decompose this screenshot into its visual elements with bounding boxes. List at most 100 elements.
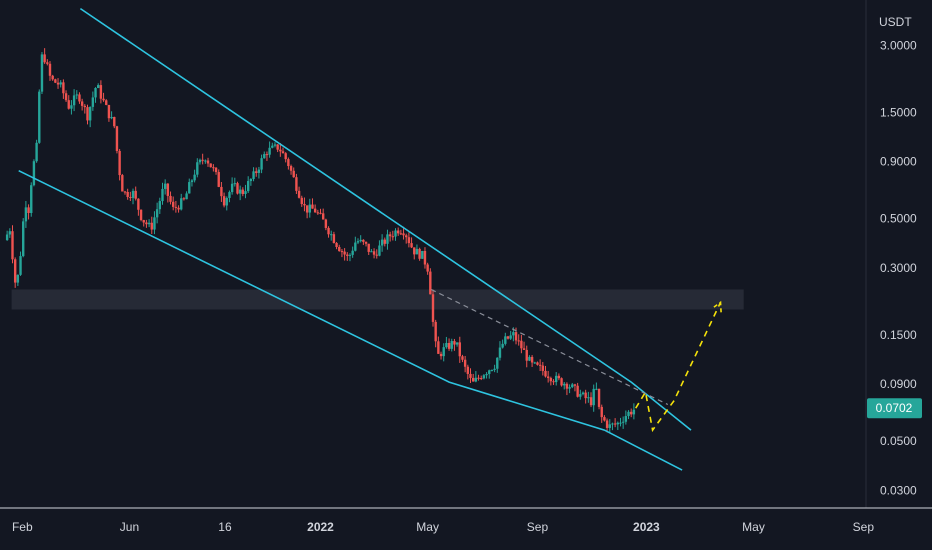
candle xyxy=(600,404,603,423)
candle xyxy=(225,196,228,211)
lower-trendline[interactable] xyxy=(18,169,683,471)
candle xyxy=(107,104,111,122)
candle xyxy=(185,191,188,200)
candle xyxy=(592,384,595,412)
candle xyxy=(177,205,180,213)
candle xyxy=(265,151,269,161)
candle xyxy=(255,167,258,177)
projection-layer xyxy=(635,300,722,433)
candle xyxy=(316,209,320,215)
candle xyxy=(434,319,437,348)
candle xyxy=(447,338,451,351)
candle xyxy=(43,48,46,64)
candle xyxy=(528,355,531,362)
candle xyxy=(595,382,598,391)
candle xyxy=(24,201,28,228)
candle xyxy=(346,252,349,261)
candle xyxy=(482,374,486,380)
candle xyxy=(8,228,12,238)
candle xyxy=(169,191,172,205)
candle xyxy=(439,351,443,360)
candle xyxy=(410,237,413,249)
candle xyxy=(493,364,496,373)
candle xyxy=(372,248,376,259)
time-axis[interactable]: Feb Jun 16 2022 May Sep 2023 May Sep xyxy=(12,520,874,534)
candle xyxy=(603,415,606,422)
price-tick-label: 1.5000 xyxy=(880,105,917,119)
candle xyxy=(573,383,577,392)
candle xyxy=(616,421,620,431)
candle xyxy=(5,230,9,241)
candle xyxy=(587,391,590,403)
candle xyxy=(67,95,70,110)
candle xyxy=(632,403,636,420)
candle xyxy=(557,373,561,381)
time-tick-label: Feb xyxy=(12,520,33,534)
candle xyxy=(313,204,317,213)
candle xyxy=(222,192,226,208)
candle xyxy=(477,374,480,381)
price-tick-label: 0.1500 xyxy=(880,328,917,342)
candle xyxy=(375,249,378,259)
candle xyxy=(198,158,202,165)
price-axis-unit: USDT xyxy=(879,15,912,29)
candle xyxy=(565,382,569,396)
candle xyxy=(471,373,475,382)
candle xyxy=(351,246,354,258)
candle xyxy=(354,236,357,252)
candle xyxy=(461,354,464,363)
price-tick-label: 0.5000 xyxy=(880,212,917,226)
candle xyxy=(134,186,137,201)
candle xyxy=(196,158,199,178)
candle xyxy=(27,204,30,220)
candle xyxy=(621,416,625,429)
candle xyxy=(421,250,424,259)
candle xyxy=(40,52,44,95)
candle xyxy=(99,80,103,104)
candle xyxy=(405,233,408,244)
candle xyxy=(627,410,630,420)
last-price-label: 0.0702 xyxy=(876,401,913,415)
candle xyxy=(619,417,622,427)
candle xyxy=(340,248,344,258)
candle xyxy=(16,274,20,286)
candle xyxy=(105,99,108,106)
candle xyxy=(131,188,135,205)
candle xyxy=(517,334,520,346)
candle xyxy=(525,345,528,368)
candle xyxy=(260,154,263,174)
candle xyxy=(59,80,62,88)
candle xyxy=(370,249,373,253)
candle xyxy=(297,186,301,199)
candle xyxy=(46,59,49,66)
candle xyxy=(455,342,459,347)
upper-trendline[interactable] xyxy=(79,7,692,431)
candle xyxy=(62,79,65,99)
candle xyxy=(91,91,95,111)
candle xyxy=(530,355,534,367)
time-tick-label: May xyxy=(742,520,765,534)
candle xyxy=(458,336,461,363)
candle xyxy=(289,164,293,175)
price-tick-label: 0.0300 xyxy=(880,483,917,497)
candle xyxy=(474,371,478,383)
projection-path[interactable] xyxy=(635,302,722,433)
candle xyxy=(244,184,247,199)
time-tick-label: 16 xyxy=(218,520,232,534)
price-tick-label: 3.0000 xyxy=(880,38,917,52)
trendlines-layer xyxy=(18,7,692,471)
dashed-resistance-line[interactable] xyxy=(430,288,669,406)
candle xyxy=(509,330,512,340)
candle xyxy=(118,148,121,181)
candle xyxy=(78,92,81,104)
candle xyxy=(88,106,92,128)
candle xyxy=(137,198,140,216)
candle xyxy=(163,179,167,195)
candle xyxy=(268,141,271,158)
time-tick-label: Sep xyxy=(853,520,875,534)
candle xyxy=(496,357,499,373)
price-axis[interactable]: 3.0000 1.5000 0.9000 0.5000 0.3000 0.1500 0.09… xyxy=(880,38,917,497)
candle xyxy=(605,418,609,433)
